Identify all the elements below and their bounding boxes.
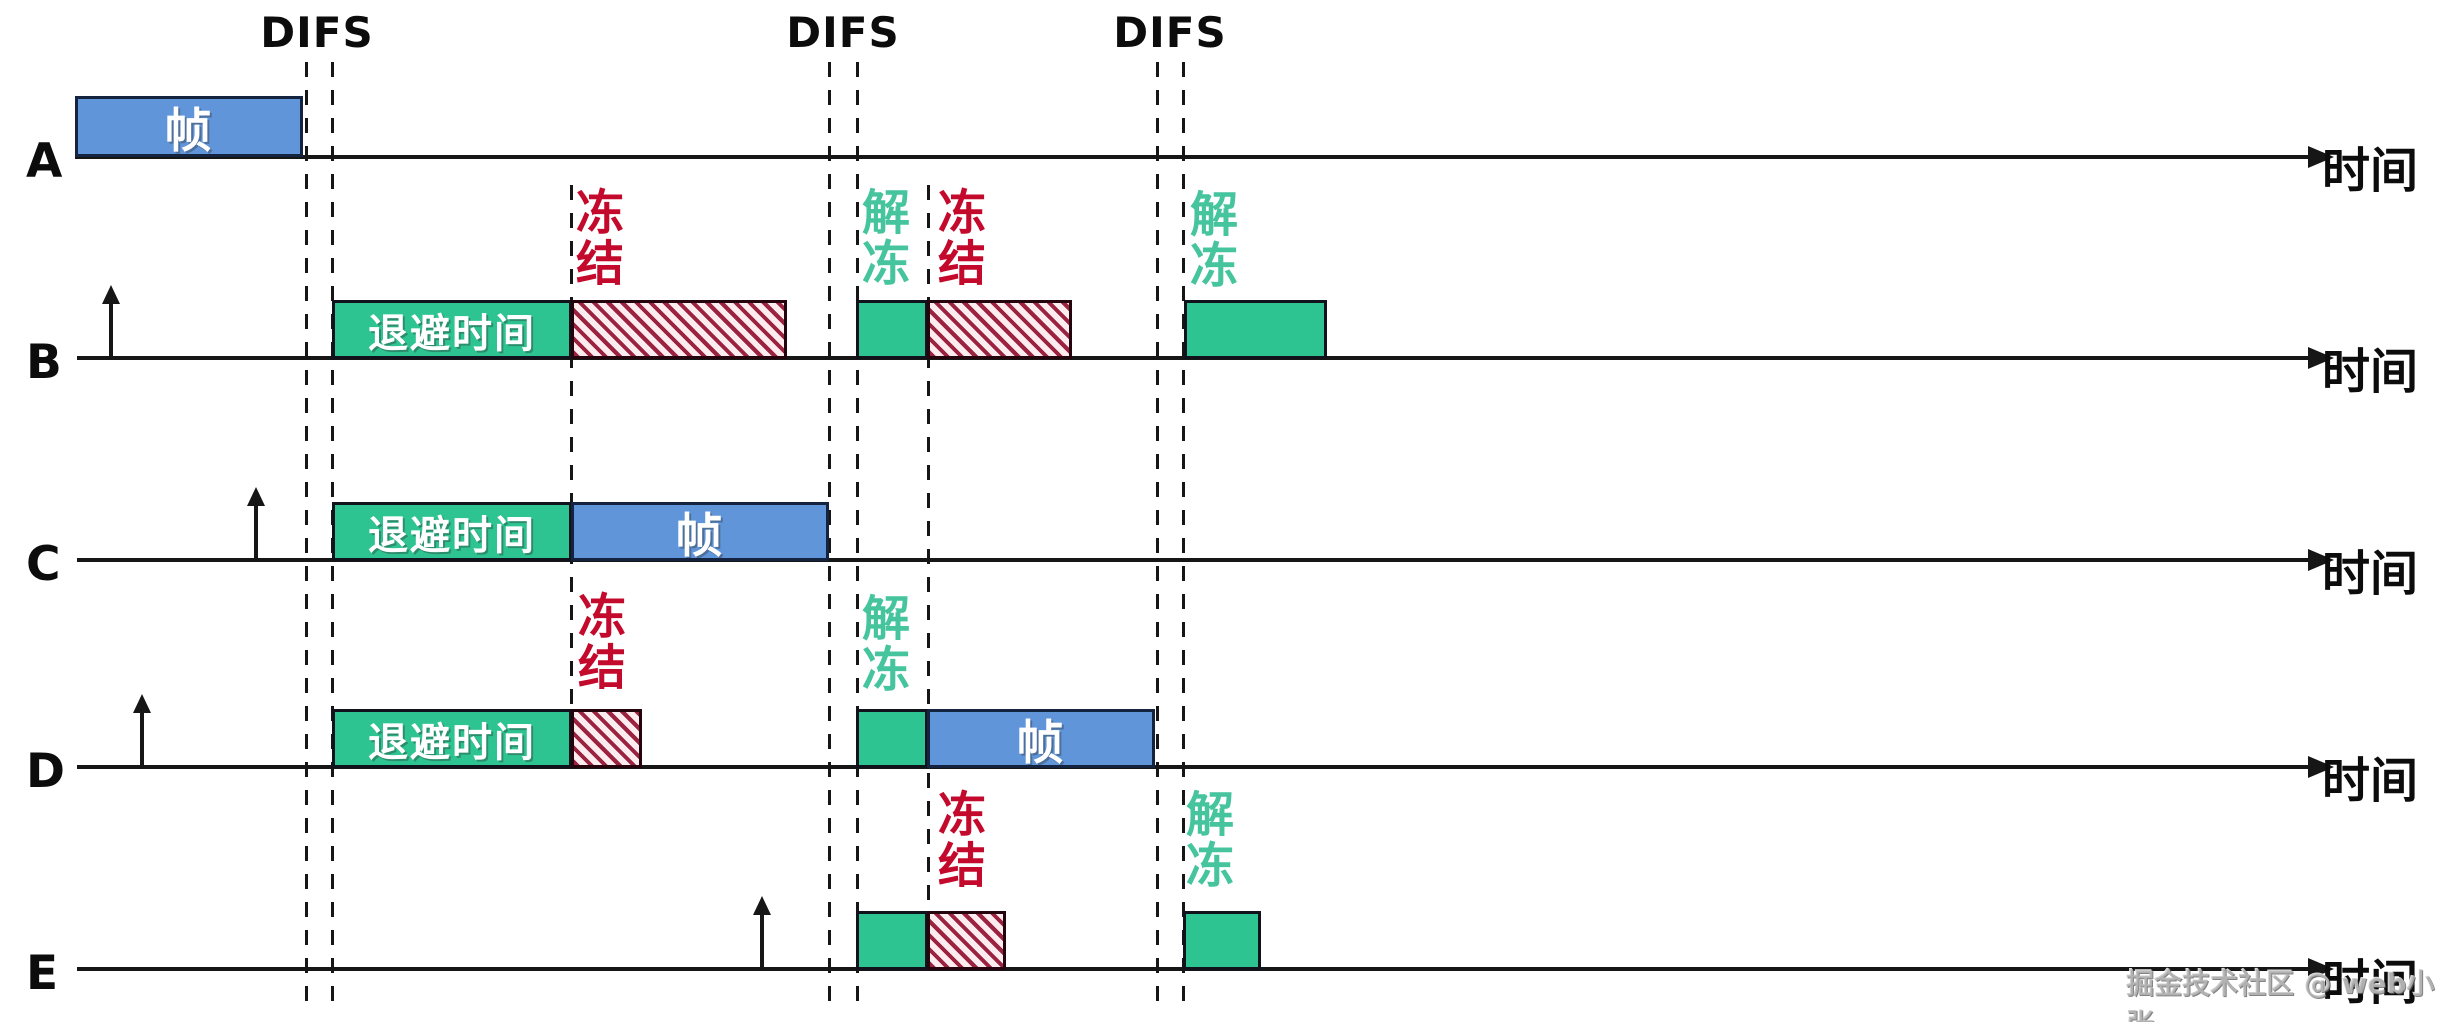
frame-box-d-label: 帧 <box>1016 716 1066 771</box>
difs2-dashed-line-left <box>828 62 831 1007</box>
difs3-dashed-line-right <box>1182 62 1185 1007</box>
difs3-dashed-line-left <box>1156 62 1159 1007</box>
difs-label-1: DIFS <box>260 8 374 57</box>
backoff-box-d-label: 退避时间 <box>368 719 536 766</box>
difs-label-2: DIFS <box>786 8 900 57</box>
resume-backoff-box-b3 <box>1184 300 1327 359</box>
freeze-label-b2: 冻结 <box>938 185 987 292</box>
backoff-box-b-label: 退避时间 <box>368 310 536 357</box>
freeze-hatch-box-d <box>571 709 642 768</box>
frame-box-c: 帧 <box>571 502 829 564</box>
freeze-hatch-box-b1 <box>571 300 787 359</box>
frame-box-a-label: 帧 <box>164 104 214 159</box>
resume-backoff-box-b2 <box>856 300 928 359</box>
freeze-label-b1: 冻结 <box>576 185 625 292</box>
timeline-b-arrowhead-icon <box>2308 347 2334 369</box>
timeline-c <box>77 558 2314 562</box>
frame-arrival-arrow-b <box>102 285 120 358</box>
unfreeze-label-d: 解冻 <box>862 591 911 698</box>
time-label-a: 时间 <box>2322 143 2419 199</box>
timeline-a <box>75 155 2314 159</box>
resume-backoff-box-d <box>856 709 928 768</box>
difs1-dashed-line-left <box>305 62 308 1007</box>
freeze-label-e: 冻结 <box>938 787 987 894</box>
backoff-box-e1 <box>856 911 928 970</box>
row-label-b: B <box>26 335 62 390</box>
resume-backoff-box-e2 <box>1183 911 1261 970</box>
time-label-e: 时间 <box>2322 955 2419 1011</box>
time-label-b: 时间 <box>2322 344 2419 400</box>
row-label-a: A <box>26 134 63 189</box>
backoff-box-c: 退避时间 <box>332 502 572 561</box>
unfreeze-label-b3: 解冻 <box>1190 187 1239 294</box>
row-label-e: E <box>26 946 59 1001</box>
freeze-label-d: 冻结 <box>578 589 627 696</box>
backoff-box-c-label: 退避时间 <box>368 512 536 559</box>
frame-box-c-label: 帧 <box>675 509 725 564</box>
time-label-d: 时间 <box>2322 753 2419 809</box>
timeline-a-arrowhead-icon <box>2308 146 2334 168</box>
backoff-box-d: 退避时间 <box>332 709 572 768</box>
timeline-d <box>77 765 2314 769</box>
difs2-dashed-line-right <box>856 62 859 1007</box>
difs-label-3: DIFS <box>1113 8 1227 57</box>
watermark: 掘金技术社区 @ web小张 <box>2126 967 2435 1022</box>
backoff-box-b: 退避时间 <box>332 300 572 359</box>
frame-arrival-arrow-d <box>133 694 151 767</box>
row-label-c: C <box>26 537 61 592</box>
frame-arrival-arrow-e <box>753 896 771 969</box>
frame-arrival-arrow-c <box>247 487 265 560</box>
time-label-c: 时间 <box>2322 546 2419 602</box>
frame-box-a: 帧 <box>75 96 303 159</box>
freeze-dashed-line-1 <box>570 185 573 706</box>
freeze-hatch-box-e <box>927 911 1006 970</box>
row-label-d: D <box>26 744 66 799</box>
unfreeze-label-e: 解冻 <box>1186 787 1235 894</box>
timeline-d-arrowhead-icon <box>2308 756 2334 778</box>
timeline-c-arrowhead-icon <box>2308 549 2334 571</box>
unfreeze-label-b2: 解冻 <box>862 185 911 292</box>
timeline-e-arrowhead-icon <box>2308 958 2334 980</box>
frame-box-d: 帧 <box>927 709 1155 771</box>
freeze-dashed-line-2 <box>927 185 930 908</box>
freeze-hatch-box-b2 <box>927 300 1072 359</box>
